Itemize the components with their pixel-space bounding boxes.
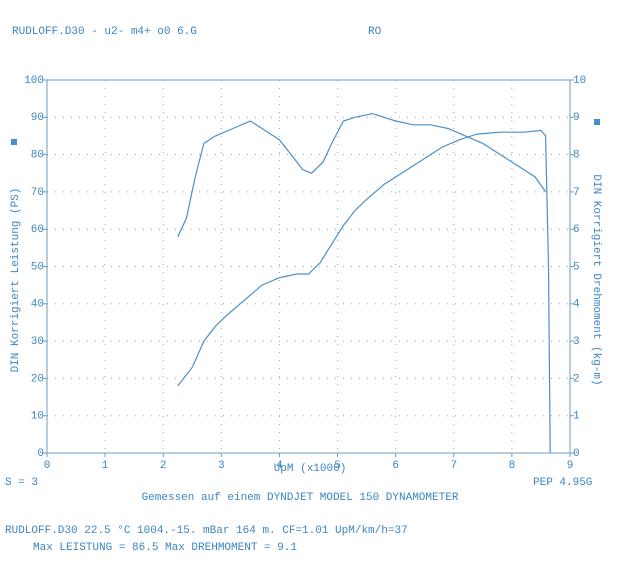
y-tick-label: 70 [31, 187, 44, 199]
data-line [177, 129, 551, 454]
y2-axis-title: DIN Korrigiert Drehmoment (kg-m) [590, 174, 602, 385]
x-tick-label: 9 [567, 460, 574, 472]
y-tick-label: 40 [31, 299, 44, 311]
max-line: Max LEISTUNG = 86.5 Max DREHMOMENT = 9.1 [33, 542, 297, 554]
y2-tick-label: 9 [573, 112, 580, 124]
info-line: RUDLOFF.D30 22.5 °C 1004.-15. mBar 164 m… [5, 525, 408, 537]
footer-right: PEP 4.95G [533, 477, 592, 489]
y-tick-label: 30 [31, 336, 44, 348]
y-tick-label: 10 [31, 411, 44, 423]
y2-tick-label: 2 [573, 373, 580, 385]
x-tick-label: 2 [160, 460, 167, 472]
legend-swatch [594, 119, 600, 125]
x-tick-label: 6 [392, 460, 399, 472]
y2-tick-label: 10 [573, 75, 586, 87]
y-axis-title: DIN Korrigiert Leistung (PS) [10, 188, 22, 373]
header-right: RO [368, 26, 382, 38]
y2-tick-label: 4 [573, 299, 580, 311]
y-tick-label: 0 [37, 448, 44, 460]
y-tick-label: 80 [31, 150, 44, 162]
y2-tick-label: 7 [573, 187, 580, 199]
y2-tick-label: 8 [573, 150, 580, 162]
y-tick-label: 100 [24, 75, 44, 87]
y-tick-label: 50 [31, 261, 44, 273]
x-tick-label: 0 [44, 460, 51, 472]
y-tick-label: 90 [31, 112, 44, 124]
x-tick-label: 3 [218, 460, 225, 472]
x-tick-label: 7 [450, 460, 457, 472]
y-tick-label: 60 [31, 224, 44, 236]
caption: Gemessen auf einem DYNDJET MODEL 150 DYN… [142, 492, 459, 504]
y2-tick-label: 3 [573, 336, 580, 348]
x-tick-label: 8 [509, 460, 516, 472]
y2-tick-label: 6 [573, 224, 580, 236]
y-tick-label: 20 [31, 373, 44, 385]
y2-tick-label: 1 [573, 411, 580, 423]
header-left: RUDLOFF.D30 - u2- m4+ o0 6.G [12, 26, 197, 38]
legend-swatch [11, 139, 17, 145]
y2-tick-label: 0 [573, 448, 580, 460]
x-tick-label: 4 [276, 460, 283, 472]
x-axis-title: UpM (x1000) [274, 463, 347, 475]
plot-frame [46, 79, 571, 454]
footer-left: S = 3 [5, 477, 38, 489]
y2-tick-label: 5 [573, 261, 580, 273]
data-line [177, 112, 547, 237]
x-tick-label: 5 [334, 460, 341, 472]
x-tick-label: 1 [102, 460, 109, 472]
